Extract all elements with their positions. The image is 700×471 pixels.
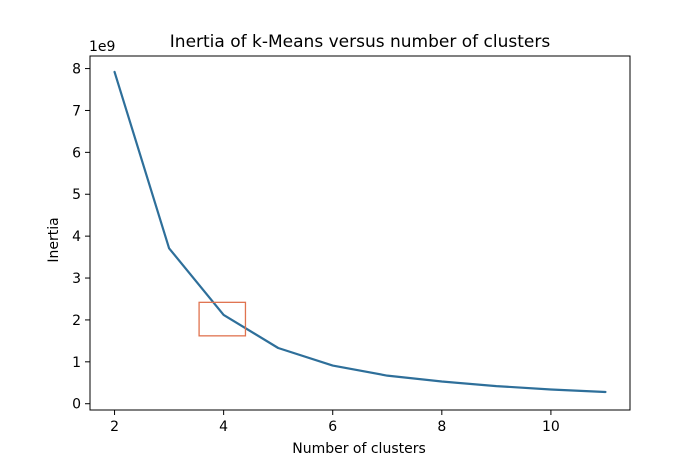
y-tick-label-8: 8 xyxy=(72,62,81,78)
highlight-box xyxy=(198,301,247,337)
x-tick-label-4: 4 xyxy=(219,419,228,435)
x-tick-label-10: 10 xyxy=(542,419,560,435)
y-tick-label-0: 0 xyxy=(72,397,81,413)
x-axis-label: Number of clusters xyxy=(292,441,426,457)
y-axis-label: Inertia xyxy=(46,217,62,262)
y-tick-label-4: 4 xyxy=(72,229,81,245)
plot-frame xyxy=(89,55,631,411)
series-line-0 xyxy=(113,70,607,394)
y-tick-label-2: 2 xyxy=(72,313,81,329)
y-tick-label-1: 1 xyxy=(72,355,81,371)
y-tick-label-6: 6 xyxy=(72,145,81,161)
x-tick-label-2: 2 xyxy=(110,419,119,435)
plot-area: 2 4 6 8 10 0 1 2 3 4 5 6 7 8 xyxy=(72,55,631,435)
y-tick-label-7: 7 xyxy=(72,103,81,119)
x-tick-label-8: 8 xyxy=(437,419,446,435)
y-axis-offset-label: 1e9 xyxy=(89,39,115,55)
x-tick-label-6: 6 xyxy=(328,419,337,435)
chart-title: Inertia of k-Means versus number of clus… xyxy=(170,32,551,52)
y-tick-label-5: 5 xyxy=(72,187,81,203)
y-tick-label-3: 3 xyxy=(72,271,81,287)
